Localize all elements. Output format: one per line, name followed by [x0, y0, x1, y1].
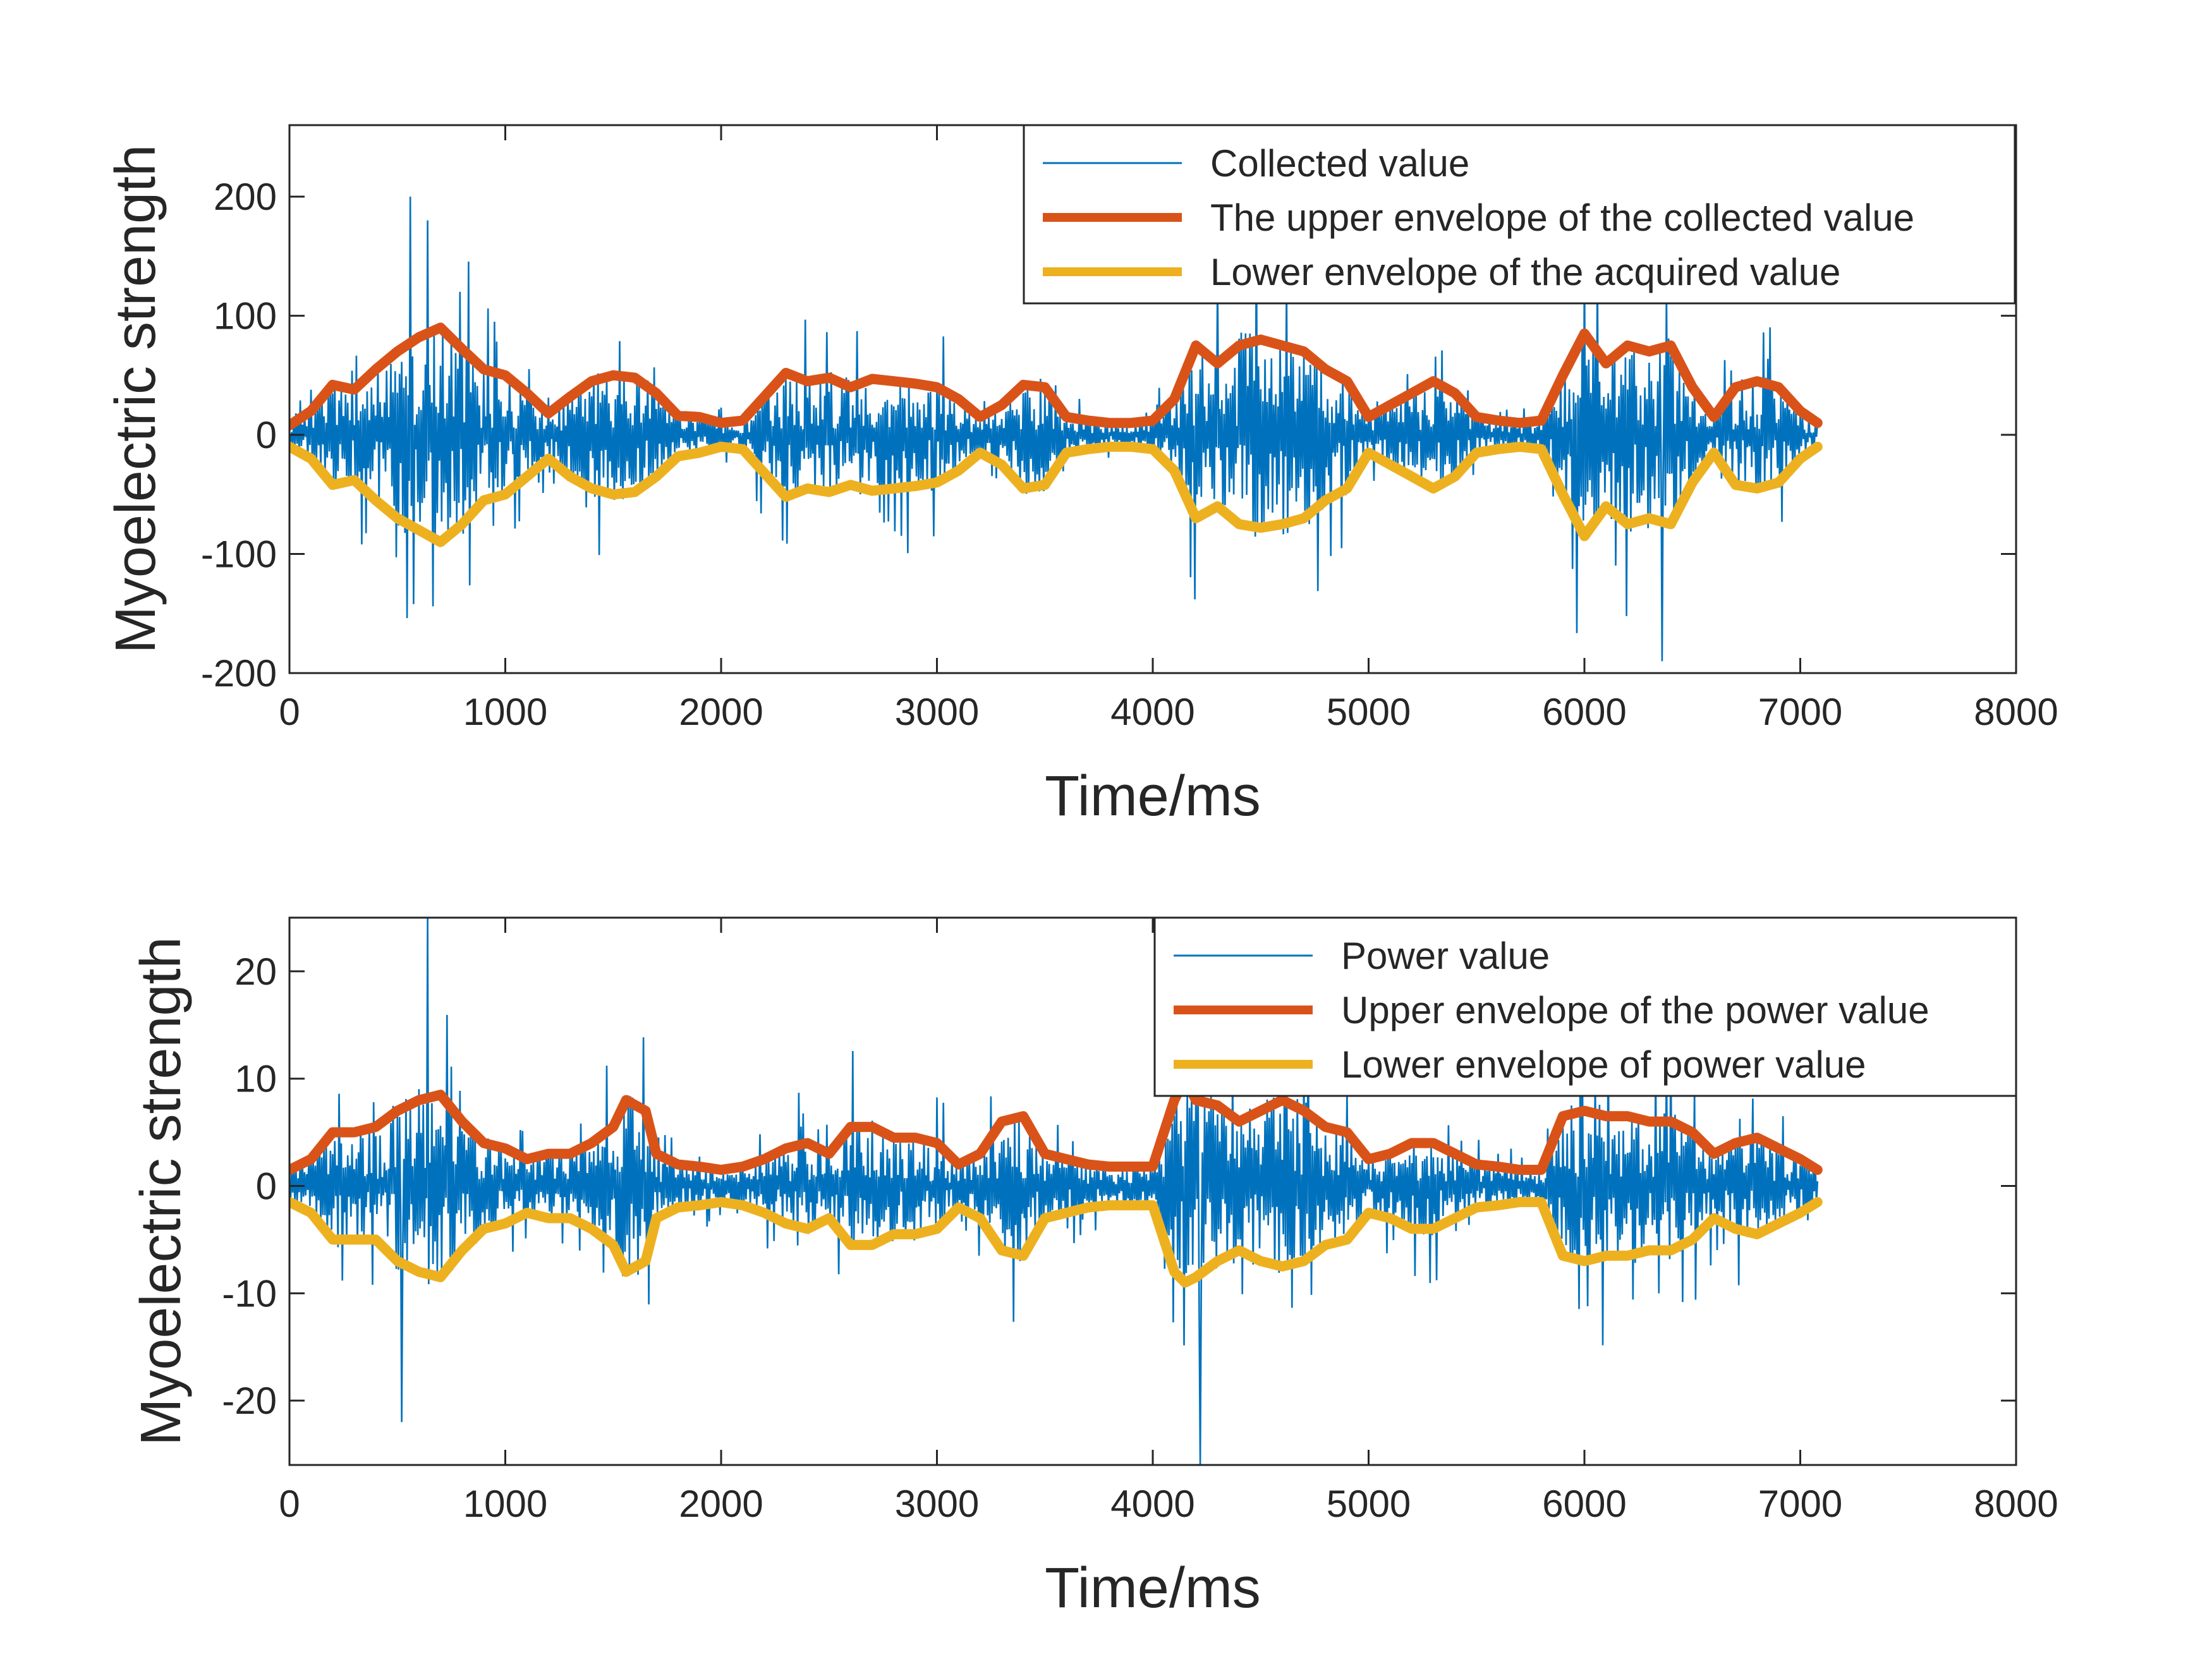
plot-area — [289, 918, 1823, 1465]
x-tick-label: 8000 — [1974, 691, 2058, 733]
plot-area — [289, 197, 1823, 662]
y-tick-label: 0 — [256, 1165, 277, 1208]
y-tick-label: 200 — [214, 176, 277, 218]
x-tick-label: 7000 — [1758, 691, 1842, 733]
x-tick-label: 1000 — [463, 1483, 547, 1525]
y-tick-label: -10 — [222, 1272, 277, 1315]
y-tick-label: -200 — [201, 652, 277, 695]
x-tick-label: 5000 — [1327, 691, 1411, 733]
x-axis-title: Time/ms — [1045, 765, 1261, 828]
y-tick-label: 10 — [234, 1058, 277, 1100]
x-tick-label: 3000 — [895, 1483, 979, 1525]
y-tick-label: -100 — [201, 533, 277, 576]
chart-power: 0 1000 2000 3000 4000 5000 6000 7000 8000 -20 -10 0… — [130, 916, 2058, 1620]
x-tick-label: 1000 — [463, 691, 547, 733]
y-tick-label: 20 — [234, 951, 277, 993]
y-tick-label: 0 — [256, 414, 277, 456]
x-tick-label: 3000 — [895, 691, 979, 733]
series-line-lower-envelope — [289, 441, 1823, 547]
x-tick-label: 8000 — [1974, 1483, 2058, 1525]
y-tick-label: 100 — [214, 295, 277, 337]
legend-label: Power value — [1341, 935, 1550, 977]
series-line-upper-envelope — [289, 1073, 1823, 1175]
x-tick-label: 6000 — [1542, 1483, 1626, 1525]
series-line-signal — [289, 197, 1819, 662]
x-tick-label: 0 — [279, 1483, 300, 1525]
x-tick-label: 4000 — [1110, 691, 1194, 733]
x-tick-label: 6000 — [1542, 691, 1626, 733]
series-line-lower-envelope — [289, 1197, 1823, 1288]
y-tick-label: -20 — [222, 1380, 277, 1422]
series-line-upper-envelope — [289, 322, 1823, 430]
x-tick-label: 5000 — [1327, 1483, 1411, 1525]
x-tick-label: 4000 — [1110, 1483, 1194, 1525]
legend-label: Lower envelope of the acquired value — [1210, 251, 1840, 293]
legend-label: The upper envelope of the collected valu… — [1210, 197, 1914, 239]
y-axis-title: Myoelectric strength — [130, 937, 193, 1445]
x-tick-label: 7000 — [1758, 1483, 1842, 1525]
legend-label: Collected value — [1210, 142, 1469, 185]
legend: Collected value The upper envelope of the… — [1023, 124, 2016, 305]
legend-box — [1023, 124, 2016, 305]
legend-label: Upper envelope of the power value — [1341, 989, 1929, 1031]
y-axis-title: Myoelectric strength — [104, 145, 167, 653]
x-tick-label: 2000 — [679, 1483, 763, 1525]
x-axis-title: Time/ms — [1045, 1557, 1261, 1620]
x-tick-label: 2000 — [679, 691, 763, 733]
x-tick-label: 0 — [279, 691, 300, 733]
legend: Power value Upper envelope of the power v… — [1153, 916, 2017, 1097]
legend-label: Lower envelope of power value — [1341, 1043, 1866, 1086]
chart-collected: 0 1000 2000 3000 4000 5000 6000 7000 8000-200-10… — [104, 124, 2058, 828]
